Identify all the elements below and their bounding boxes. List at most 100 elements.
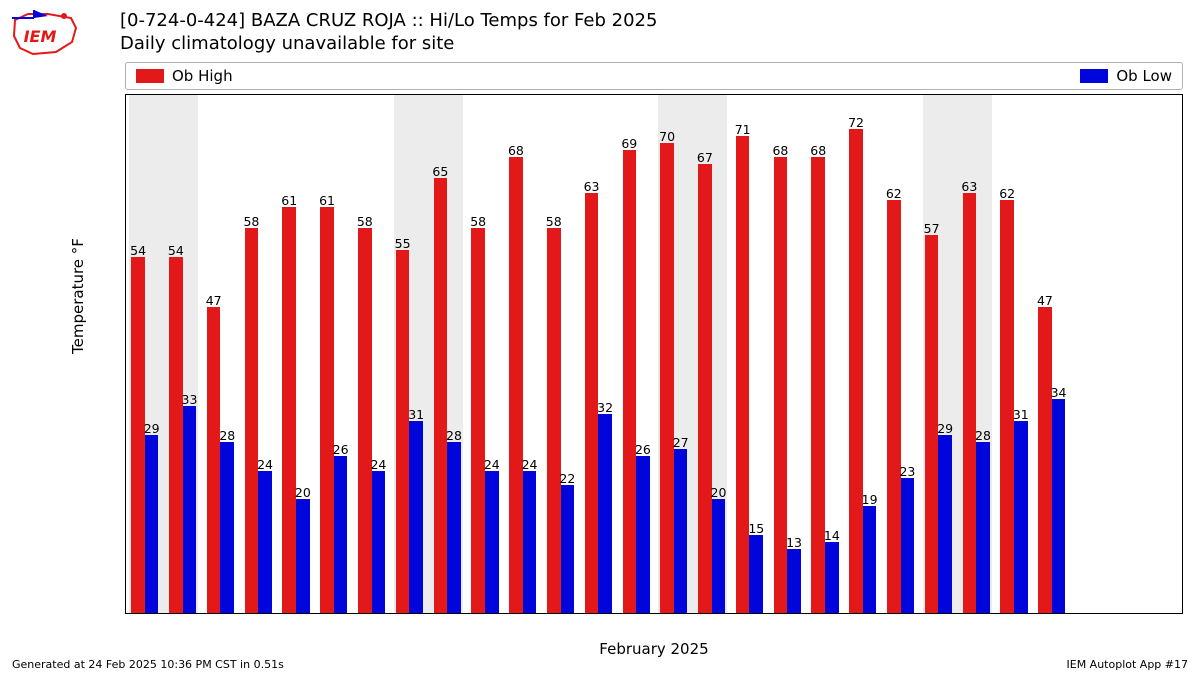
legend-item-low: Ob Low <box>1080 67 1172 85</box>
xtick <box>183 613 184 614</box>
bar-high-label: 72 <box>848 115 864 130</box>
xtick <box>409 613 410 614</box>
bar-low-label: 26 <box>635 442 651 457</box>
legend-swatch-low <box>1080 69 1108 83</box>
bar-low <box>183 406 197 613</box>
bar-high <box>396 250 410 613</box>
bar-high-label: 68 <box>772 143 788 158</box>
bar-high-label: 61 <box>319 193 335 208</box>
xtick <box>523 613 524 614</box>
bar-high <box>698 164 712 613</box>
xtick <box>220 613 221 614</box>
legend-swatch-high <box>136 69 164 83</box>
xtick <box>901 613 902 614</box>
xtick <box>674 613 675 614</box>
xtick <box>712 613 713 614</box>
xtick <box>258 613 259 614</box>
bar-high <box>547 228 561 613</box>
svg-text:IEM: IEM <box>24 27 57 46</box>
bar-low-label: 28 <box>975 428 991 443</box>
bar-low <box>598 414 612 613</box>
bar-low <box>749 535 763 613</box>
iem-logo: IEM <box>8 8 82 58</box>
bar-high-label: 58 <box>243 214 259 229</box>
ytick <box>125 359 126 360</box>
bar-low <box>825 542 839 613</box>
bar-low <box>976 442 990 613</box>
bar-high-label: 47 <box>206 293 222 308</box>
xtick <box>485 613 486 614</box>
bar-low-label: 32 <box>597 400 613 415</box>
bar-high-label: 63 <box>584 179 600 194</box>
xtick <box>561 613 562 614</box>
legend-label-high: Ob High <box>172 67 233 85</box>
xtick <box>334 613 335 614</box>
bar-low-label: 29 <box>144 421 160 436</box>
bar-high <box>963 193 977 613</box>
bar-low <box>938 435 952 613</box>
bar-low <box>863 506 877 613</box>
bar-low-label: 27 <box>673 435 689 450</box>
bar-high-label: 65 <box>432 164 448 179</box>
bar-low <box>712 499 726 613</box>
xtick <box>863 613 864 614</box>
bar-low-label: 22 <box>559 471 575 486</box>
bar-low <box>901 478 915 613</box>
bar-high <box>282 207 296 613</box>
ytick <box>125 216 126 217</box>
legend: Ob High Ob Low <box>125 62 1183 90</box>
bar-low-label: 20 <box>711 485 727 500</box>
bar-low <box>561 485 575 613</box>
bar-low-label: 31 <box>408 407 424 422</box>
ytick <box>125 572 126 573</box>
bar-high-label: 58 <box>546 214 562 229</box>
bar-low <box>409 421 423 613</box>
xtick <box>636 613 637 614</box>
bar-high-label: 62 <box>999 186 1015 201</box>
bar-high-label: 61 <box>281 193 297 208</box>
legend-item-high: Ob High <box>136 67 233 85</box>
bar-high <box>207 307 221 613</box>
bar-high-label: 67 <box>697 150 713 165</box>
bar-high <box>736 136 750 613</box>
bar-high-label: 54 <box>130 243 146 258</box>
bar-low-label: 14 <box>824 528 840 543</box>
bar-low-label: 20 <box>295 485 311 500</box>
xtick <box>598 613 599 614</box>
title-line-2: Daily climatology unavailable for site <box>120 33 657 56</box>
bar-high-label: 57 <box>924 221 940 236</box>
xtick <box>787 613 788 614</box>
bar-high <box>623 150 637 613</box>
bar-low-label: 24 <box>484 457 500 472</box>
bar-high <box>887 200 901 613</box>
bar-low <box>372 471 386 613</box>
xtick <box>976 613 977 614</box>
plot-area: 1020304050607015429254333472845824561206… <box>125 94 1183 614</box>
xtick <box>1014 613 1015 614</box>
bar-low-label: 29 <box>937 421 953 436</box>
bar-high-label: 54 <box>168 243 184 258</box>
bar-low <box>636 456 650 613</box>
xtick <box>145 613 146 614</box>
bar-high-label: 63 <box>961 179 977 194</box>
chart-title: [0-724-0-424] BAZA CRUZ ROJA :: Hi/Lo Te… <box>120 10 657 55</box>
xtick <box>825 613 826 614</box>
ytick <box>125 145 126 146</box>
title-line-1: [0-724-0-424] BAZA CRUZ ROJA :: Hi/Lo Te… <box>120 10 657 33</box>
bar-high-label: 55 <box>395 236 411 251</box>
bar-low <box>220 442 234 613</box>
bar-high-label: 58 <box>470 214 486 229</box>
footer-appid: IEM Autoplot App #17 <box>1067 658 1189 671</box>
xtick <box>1127 613 1128 614</box>
bar-low-label: 24 <box>257 457 273 472</box>
bar-low-label: 33 <box>182 392 198 407</box>
bar-low <box>523 471 537 613</box>
bar-low <box>485 471 499 613</box>
ytick <box>125 287 126 288</box>
bar-low <box>296 499 310 613</box>
xtick <box>938 613 939 614</box>
bar-high-label: 62 <box>886 186 902 201</box>
bar-low <box>145 435 159 613</box>
legend-label-low: Ob Low <box>1116 67 1172 85</box>
bar-high-label: 71 <box>735 122 751 137</box>
